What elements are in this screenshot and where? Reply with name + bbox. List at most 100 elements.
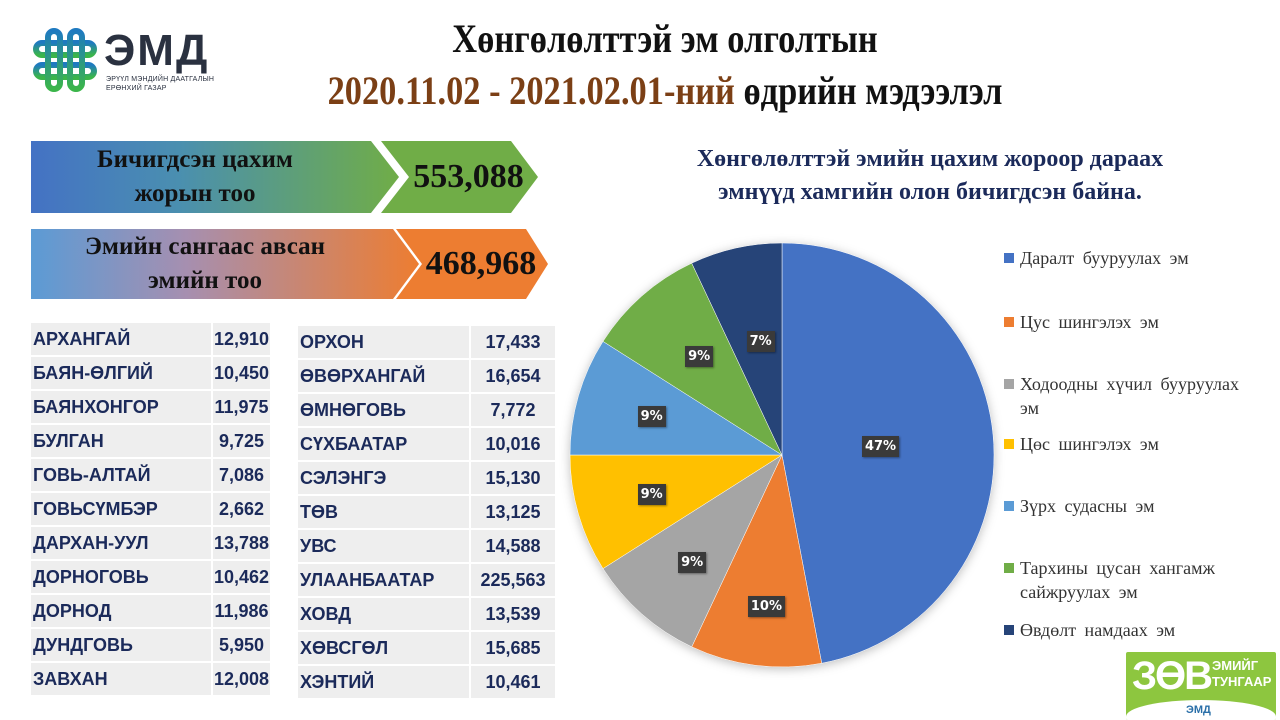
legend-item: Цус шингэлэх эм: [1004, 310, 1250, 334]
table-row: ХЭНТИЙ 10,461: [298, 666, 557, 700]
emd-logo: ЭМД ЭРҮҮЛ МЭНДИЙН ДААТГАЛЫН ЕРӨНХИЙ ГАЗА…: [30, 25, 220, 95]
pie-slice: [602, 454, 783, 648]
province-name: ДАРХАН-УУЛ: [31, 527, 213, 561]
legend-item: Тархины цусан хангамж сайжруулах эм: [1004, 556, 1250, 604]
title-line2-rest: өдрийн мэдээлэл: [734, 68, 1003, 113]
province-name: АРХАНГАЙ: [31, 323, 213, 357]
province-value: 2,662: [213, 493, 272, 527]
table-row: ДОРНОД 11,986: [31, 595, 272, 629]
table-row: ДАРХАН-УУЛ 13,788: [31, 527, 272, 561]
table-row: СЭЛЭНГЭ 15,130: [298, 462, 557, 496]
province-value: 17,433: [471, 326, 557, 360]
legend-item: Ходоодны хүчил бууруулах эм: [1004, 372, 1250, 420]
logo-subtitle-line1: ЭРҮҮЛ МЭНДИЙН ДААТГАЛЫН: [106, 76, 215, 83]
province-name: УЛААНБААТАР: [298, 564, 471, 598]
table-row: ОРХОН 17,433: [298, 326, 557, 360]
province-value: 10,461: [471, 666, 557, 700]
province-value: 13,539: [471, 598, 557, 632]
pie-slice-label: 9%: [637, 405, 666, 427]
province-name: ГОВЬ-АЛТАЙ: [31, 459, 213, 493]
province-value: 10,450: [213, 357, 272, 391]
province-value: 11,975: [213, 391, 272, 425]
stat-label-line2: жорын тоо: [134, 180, 256, 207]
province-name: ГОВЬСҮМБЭР: [31, 493, 213, 527]
province-value: 225,563: [471, 564, 557, 598]
legend-item: Даралт бууруулах эм: [1004, 246, 1250, 270]
province-name: ОРХОН: [298, 326, 471, 360]
badge-big-text: ЗӨВ: [1132, 654, 1213, 698]
pie-slice: [691, 454, 823, 668]
logo-name: ЭМД: [104, 26, 210, 75]
legend-item: Цөс шингэлэх эм: [1004, 432, 1250, 456]
legend-swatch-icon: [1004, 501, 1014, 511]
pie-slice-label: 7%: [746, 331, 775, 353]
province-name: ӨВӨРХАНГАЙ: [298, 360, 471, 394]
badge-bottom-arc: [1126, 700, 1276, 720]
province-name: УВС: [298, 530, 471, 564]
table-row: БАЯНХОНГОР 11,975: [31, 391, 272, 425]
legend-label: Ходоодны хүчил бууруулах эм: [1020, 374, 1239, 418]
province-table-left: АРХАНГАЙ 12,910 БАЯН-ӨЛГИЙ 10,450 БАЯНХОНГ…: [31, 323, 272, 697]
stat-label-line2: эмийн тоо: [147, 267, 262, 294]
table-row: СҮХБААТАР 10,016: [298, 428, 557, 462]
table-row: ТӨВ 13,125: [298, 496, 557, 530]
province-value: 15,130: [471, 462, 557, 496]
legend-item: Зүрх судасны эм: [1004, 494, 1250, 518]
legend-label: Тархины цусан хангамж сайжруулах эм: [1020, 558, 1215, 602]
table-row: ДОРНОГОВЬ 10,462: [31, 561, 272, 595]
province-name: СЭЛЭНГЭ: [298, 462, 471, 496]
badge-small-line2: ТУНГААР: [1212, 674, 1272, 689]
table-row: БУЛГАН 9,725: [31, 425, 272, 459]
title-line1: Хөнгөлөлттэй эм олголтын: [452, 16, 878, 61]
province-value: 10,016: [471, 428, 557, 462]
table-row: ДУНДГОВЬ 5,950: [31, 629, 272, 663]
legend-swatch-icon: [1004, 379, 1014, 389]
table-row: БАЯН-ӨЛГИЙ 10,450: [31, 357, 272, 391]
logo-subtitle-line2: ЕРӨНХИЙ ГАЗАР: [106, 85, 167, 92]
title-date-range: 2020.11.02 - 2021.02.01-ний: [327, 68, 735, 113]
logo-subtitle: ЭРҮҮЛ МЭНДИЙН ДААТГАЛЫН ЕРӨНХИЙ ГАЗАР: [106, 75, 214, 93]
pie-slice: [569, 454, 783, 569]
table-row: ЗАВХАН 12,008: [31, 663, 272, 697]
table-row: ӨВӨРХАНГАЙ 16,654: [298, 360, 557, 394]
table-row: АРХАНГАЙ 12,910: [31, 323, 272, 357]
pie-chart: 47% 10% 9% 9% 9% 9% 7%: [560, 234, 1004, 678]
stat-prescriptions-label: Бичигдсэн цахим жорын тоо: [31, 141, 399, 213]
table-row: ХӨВСГӨЛ 15,685: [298, 632, 557, 666]
legend-item: Өвдөлт намдаах эм: [1004, 618, 1250, 642]
zov-emiig-tungaar-badge: ЗӨВ ЭМИЙГ ТУНГААР ЭМД: [1126, 652, 1276, 720]
province-value: 15,685: [471, 632, 557, 666]
legend-label: Даралт бууруулах эм: [1020, 248, 1189, 268]
province-value: 13,788: [213, 527, 272, 561]
emd-knot-icon: [33, 28, 97, 92]
province-name: ЗАВХАН: [31, 663, 213, 697]
province-value: 10,462: [213, 561, 272, 595]
table-row: ХОВД 13,539: [298, 598, 557, 632]
province-name: ДУНДГОВЬ: [31, 629, 213, 663]
table-row: ГОВЬ-АЛТАЙ 7,086: [31, 459, 272, 493]
province-name: ДОРНОГОВЬ: [31, 561, 213, 595]
page-title: Хөнгөлөлттэй эм олголтын 2020.11.02 - 20…: [230, 14, 1100, 116]
table-row: УВС 14,588: [298, 530, 557, 564]
pie-slice-label: 10%: [747, 596, 785, 618]
pie-slice: [691, 242, 783, 456]
province-name: СҮХБААТАР: [298, 428, 471, 462]
title-line2: 2020.11.02 - 2021.02.01-ний өдрийн мэдээ…: [291, 66, 1039, 116]
province-name: БАЯН-ӨЛГИЙ: [31, 357, 213, 391]
pie-slice-label: 9%: [678, 551, 707, 573]
province-value: 5,950: [213, 629, 272, 663]
legend-swatch-icon: [1004, 253, 1014, 263]
province-value: 14,588: [471, 530, 557, 564]
province-value: 7,086: [213, 459, 272, 493]
badge-org: ЭМД: [1186, 704, 1211, 716]
province-name: ДОРНОД: [31, 595, 213, 629]
table-row: ГОВЬСҮМБЭР 2,662: [31, 493, 272, 527]
province-value: 12,008: [213, 663, 272, 697]
legend-label: Цөс шингэлэх эм: [1020, 434, 1159, 454]
province-name: ХЭНТИЙ: [298, 666, 471, 700]
pie-slice-label: 47%: [861, 436, 900, 458]
province-name: ТӨВ: [298, 496, 471, 530]
pie-slice-label: 9%: [685, 346, 714, 368]
legend-swatch-icon: [1004, 439, 1014, 449]
province-value: 9,725: [213, 425, 272, 459]
